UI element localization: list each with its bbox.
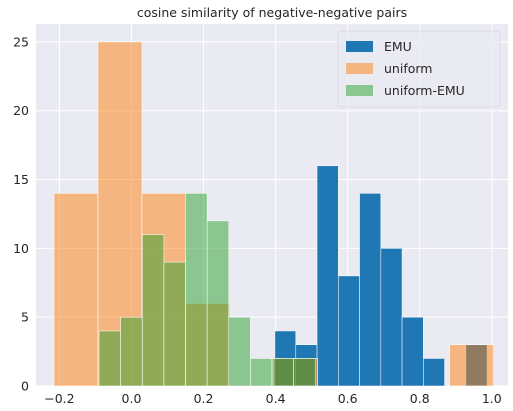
y-tick-label: 10 xyxy=(13,241,29,256)
legend-swatch xyxy=(346,41,373,52)
chart-title: cosine similarity of negative-negative p… xyxy=(137,5,407,20)
x-tick-label: 0.6 xyxy=(338,391,358,406)
histogram-bar xyxy=(337,275,360,387)
histogram-bar xyxy=(163,261,186,387)
x-tick-label: 1.0 xyxy=(482,391,502,406)
y-tick-label: 15 xyxy=(13,172,29,187)
x-tick-label: 0.8 xyxy=(410,391,430,406)
legend-swatch xyxy=(346,63,373,74)
histogram-bar xyxy=(316,165,339,387)
histogram-bar xyxy=(185,193,208,387)
histogram-bar xyxy=(228,316,251,387)
x-tick-label: 0.4 xyxy=(266,391,286,406)
x-tick-label: −0.2 xyxy=(44,391,74,406)
legend-frame xyxy=(337,30,501,108)
histogram-bar xyxy=(380,248,403,387)
histogram-bar xyxy=(423,358,445,387)
series-uniform-emu xyxy=(98,193,316,387)
histogram-bar xyxy=(141,234,165,387)
y-tick-labels: 0 5 10 15 20 25 xyxy=(13,34,29,393)
histogram-bars xyxy=(53,41,494,387)
y-tick-label: 5 xyxy=(21,310,29,325)
x-tick-label: 0.2 xyxy=(194,391,214,406)
y-tick-label: 0 xyxy=(21,379,29,394)
histogram-bar xyxy=(401,316,424,387)
histogram-bar xyxy=(53,193,99,387)
y-tick-label: 25 xyxy=(13,34,29,49)
x-tick-label: 0.0 xyxy=(122,391,142,406)
histogram-bar xyxy=(250,358,273,387)
histogram-bar xyxy=(120,316,143,387)
legend-label: EMU xyxy=(384,39,412,54)
histogram-bar xyxy=(359,193,382,387)
histogram-bar xyxy=(271,358,294,387)
x-tick-labels: −0.2 0.0 0.2 0.4 0.6 0.8 1.0 xyxy=(44,391,502,406)
y-tick-label: 20 xyxy=(13,103,29,118)
histogram-bar xyxy=(293,358,316,387)
legend-swatch xyxy=(346,85,373,96)
histogram-bar xyxy=(206,220,230,387)
histogram-bar xyxy=(449,344,494,387)
legend-label: uniform-EMU xyxy=(384,83,465,98)
legend-label: uniform xyxy=(384,61,432,76)
histogram-bar xyxy=(98,330,121,387)
legend: EMU uniform uniform-EMU xyxy=(337,30,501,108)
